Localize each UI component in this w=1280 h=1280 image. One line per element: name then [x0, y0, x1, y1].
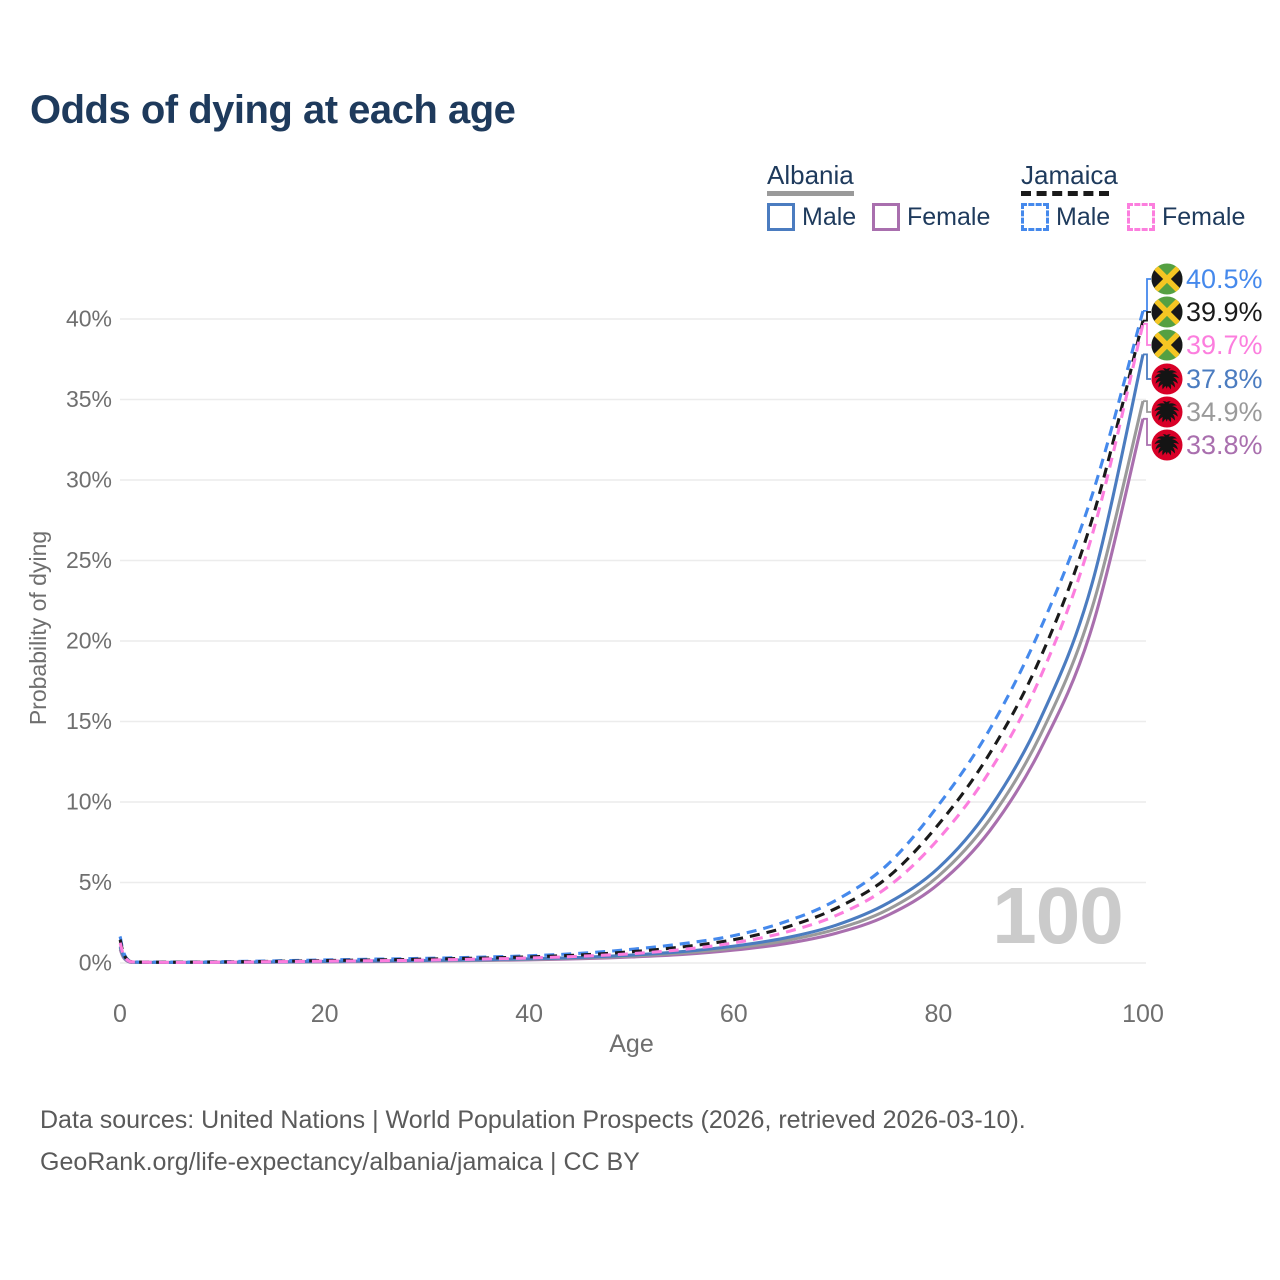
albania-male-swatch-icon: [767, 203, 795, 231]
albania-female-swatch-icon: [872, 203, 900, 231]
jamaica-flag-icon: [1151, 296, 1183, 328]
end-value-label-albania_both: 34.9%: [1186, 397, 1263, 427]
x-tick-label: 80: [924, 1000, 952, 1028]
legend-item-albania-female[interactable]: Female: [872, 202, 990, 232]
y-tick-label: 5%: [79, 869, 112, 895]
jamaica-flag-icon: [1151, 329, 1183, 361]
attribution-link-text[interactable]: GeoRank.org/life-expectancy/albania/jama…: [40, 1148, 640, 1176]
end-label-leader: [1143, 278, 1151, 312]
y-tick-label: 10%: [66, 789, 112, 815]
series-line-jamaica_female: [118, 323, 1145, 964]
x-tick-label: 0: [113, 1000, 127, 1028]
y-tick-label: 20%: [66, 628, 112, 654]
legend-header-albania[interactable]: Albania: [767, 160, 854, 190]
jamaica-line-style-swatch: [1021, 191, 1109, 196]
legend-label-albania-female: Female: [907, 203, 991, 231]
end-label-leader: [1143, 400, 1151, 413]
end-label-leader: [1143, 353, 1151, 380]
end-value-label-jamaica_both: 39.9%: [1186, 297, 1263, 327]
legend-label-jamaica-male: Male: [1056, 203, 1111, 231]
legend-item-albania-male[interactable]: Male: [767, 202, 856, 232]
legend-label-albania-male: Male: [802, 203, 857, 231]
end-value-label-jamaica_female: 39.7%: [1186, 330, 1263, 360]
end-label-leader: [1143, 417, 1151, 446]
x-tick-label: 100: [1122, 1000, 1164, 1028]
y-tick-label: 0%: [79, 950, 112, 976]
albania-flag-icon: [1151, 396, 1183, 428]
end-value-label-albania_female: 33.8%: [1186, 430, 1263, 460]
albania-flag-icon: [1151, 429, 1183, 461]
legend-item-jamaica-male[interactable]: Male: [1021, 202, 1110, 232]
y-tick-label: 35%: [66, 386, 112, 412]
jamaica-flag-icon: [1151, 263, 1183, 295]
legend-header-jamaica[interactable]: Jamaica: [1021, 160, 1118, 190]
x-tick-label: 40: [515, 1000, 543, 1028]
x-tick-label: 60: [720, 1000, 748, 1028]
y-axis-title: Probability of dying: [25, 531, 51, 725]
jamaica-male-swatch-icon: [1021, 203, 1049, 231]
y-tick-label: 30%: [66, 467, 112, 493]
end-value-label-albania_male: 37.8%: [1186, 364, 1263, 394]
y-tick-label: 25%: [66, 547, 112, 573]
y-tick-label: 15%: [66, 708, 112, 734]
x-tick-label: 20: [311, 1000, 339, 1028]
albania-line-style-swatch: [767, 191, 854, 196]
data-sources-text: Data sources: United Nations | World Pop…: [40, 1106, 1026, 1134]
page-title: Odds of dying at each age: [30, 88, 516, 132]
end-label-leader: [1143, 322, 1151, 346]
legend-item-jamaica-female[interactable]: Female: [1127, 202, 1245, 232]
end-label-leader: [1143, 311, 1151, 322]
hover-age-watermark: 100: [992, 871, 1123, 960]
jamaica-female-swatch-icon: [1127, 203, 1155, 231]
albania-flag-icon: [1151, 363, 1183, 395]
series-line-jamaica_male: [118, 310, 1145, 964]
x-axis-title: Age: [609, 1030, 653, 1058]
y-tick-label: 40%: [66, 306, 112, 332]
end-value-label-jamaica_male: 40.5%: [1186, 264, 1263, 294]
legend-label-jamaica-female: Female: [1162, 203, 1246, 231]
